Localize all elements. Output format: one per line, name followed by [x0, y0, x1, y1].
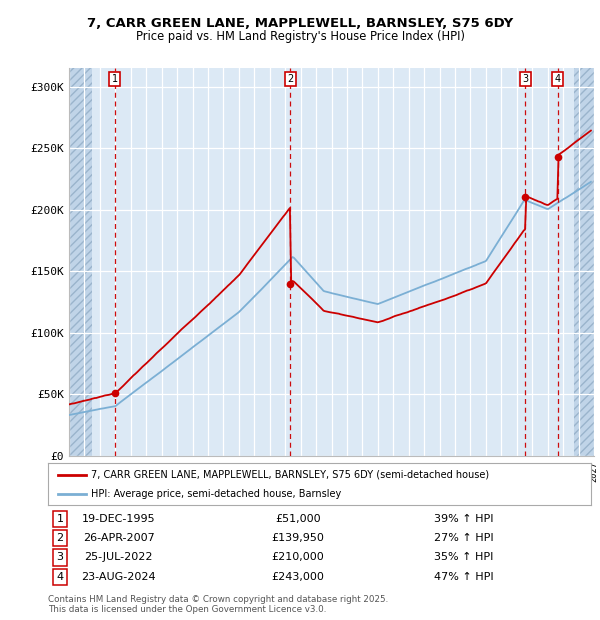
Text: 4: 4 [56, 572, 64, 582]
Text: Contains HM Land Registry data © Crown copyright and database right 2025.: Contains HM Land Registry data © Crown c… [48, 595, 388, 604]
Text: 3: 3 [56, 552, 64, 562]
Text: 2: 2 [56, 533, 64, 543]
Text: 4: 4 [554, 74, 560, 84]
Text: £210,000: £210,000 [271, 552, 324, 562]
Text: 27% ↑ HPI: 27% ↑ HPI [434, 533, 493, 543]
Bar [574, 68, 594, 456]
Text: This data is licensed under the Open Government Licence v3.0.: This data is licensed under the Open Gov… [48, 605, 326, 614]
Text: £243,000: £243,000 [271, 572, 324, 582]
Text: £139,950: £139,950 [271, 533, 324, 543]
Bar [69, 68, 92, 456]
Text: 1: 1 [56, 514, 64, 524]
Text: 1: 1 [112, 74, 118, 84]
Text: £51,000: £51,000 [275, 514, 320, 524]
Text: Price paid vs. HM Land Registry's House Price Index (HPI): Price paid vs. HM Land Registry's House … [136, 30, 464, 43]
Text: 25-JUL-2022: 25-JUL-2022 [85, 552, 153, 562]
Text: 7, CARR GREEN LANE, MAPPLEWELL, BARNSLEY, S75 6DY (semi-detached house): 7, CARR GREEN LANE, MAPPLEWELL, BARNSLEY… [91, 469, 490, 479]
Text: 35% ↑ HPI: 35% ↑ HPI [434, 552, 493, 562]
Text: 23-AUG-2024: 23-AUG-2024 [81, 572, 156, 582]
Text: 47% ↑ HPI: 47% ↑ HPI [434, 572, 493, 582]
Text: 19-DEC-1995: 19-DEC-1995 [82, 514, 155, 524]
Text: HPI: Average price, semi-detached house, Barnsley: HPI: Average price, semi-detached house,… [91, 489, 341, 499]
Text: 7, CARR GREEN LANE, MAPPLEWELL, BARNSLEY, S75 6DY: 7, CARR GREEN LANE, MAPPLEWELL, BARNSLEY… [87, 17, 513, 30]
Text: 26-APR-2007: 26-APR-2007 [83, 533, 154, 543]
Text: 39% ↑ HPI: 39% ↑ HPI [434, 514, 493, 524]
Text: 3: 3 [523, 74, 529, 84]
Text: 2: 2 [287, 74, 293, 84]
